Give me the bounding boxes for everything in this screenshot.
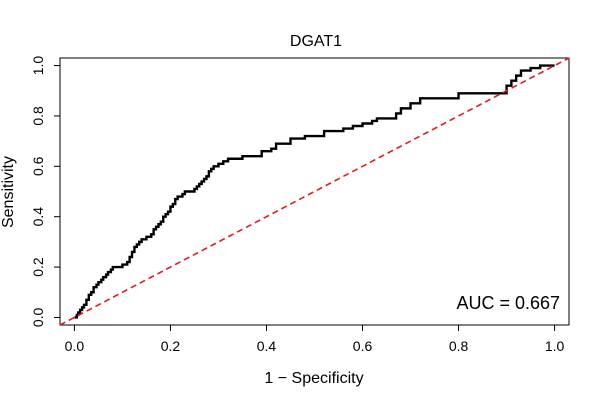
- y-axis: 0.0 0.2 0.4 0.6 0.8 1.0: [30, 56, 60, 328]
- roc-curve-line: [74, 64, 555, 319]
- plot-frame: [59, 57, 570, 326]
- y-tick-label-5: 1.0: [30, 56, 46, 76]
- series-layer: [59, 57, 570, 326]
- y-tick-label-4: 0.8: [30, 106, 46, 126]
- x-tick-label-4: 0.8: [449, 338, 469, 354]
- y-tick-label-1: 0.2: [30, 257, 46, 277]
- y-axis-label: Sensitivity: [0, 156, 17, 228]
- x-tick-label-0: 0.0: [65, 338, 85, 354]
- x-tick-label-5: 1.0: [545, 338, 565, 354]
- chart-title: DGAT1: [290, 33, 342, 50]
- x-axis: 0.0 0.2 0.4 0.6 0.8 1.0: [65, 325, 565, 354]
- auc-annotation: AUC = 0.667: [456, 293, 560, 313]
- x-tick-label-3: 0.6: [353, 338, 373, 354]
- chance-diagonal-line: [59, 57, 570, 326]
- x-tick-label-2: 0.4: [257, 338, 277, 354]
- x-tick-label-1: 0.2: [161, 338, 181, 354]
- y-tick-label-0: 0.0: [30, 308, 46, 328]
- y-tick-label-2: 0.4: [30, 207, 46, 227]
- x-axis-label: 1 − Specificity: [264, 370, 363, 387]
- y-tick-label-3: 0.6: [30, 156, 46, 176]
